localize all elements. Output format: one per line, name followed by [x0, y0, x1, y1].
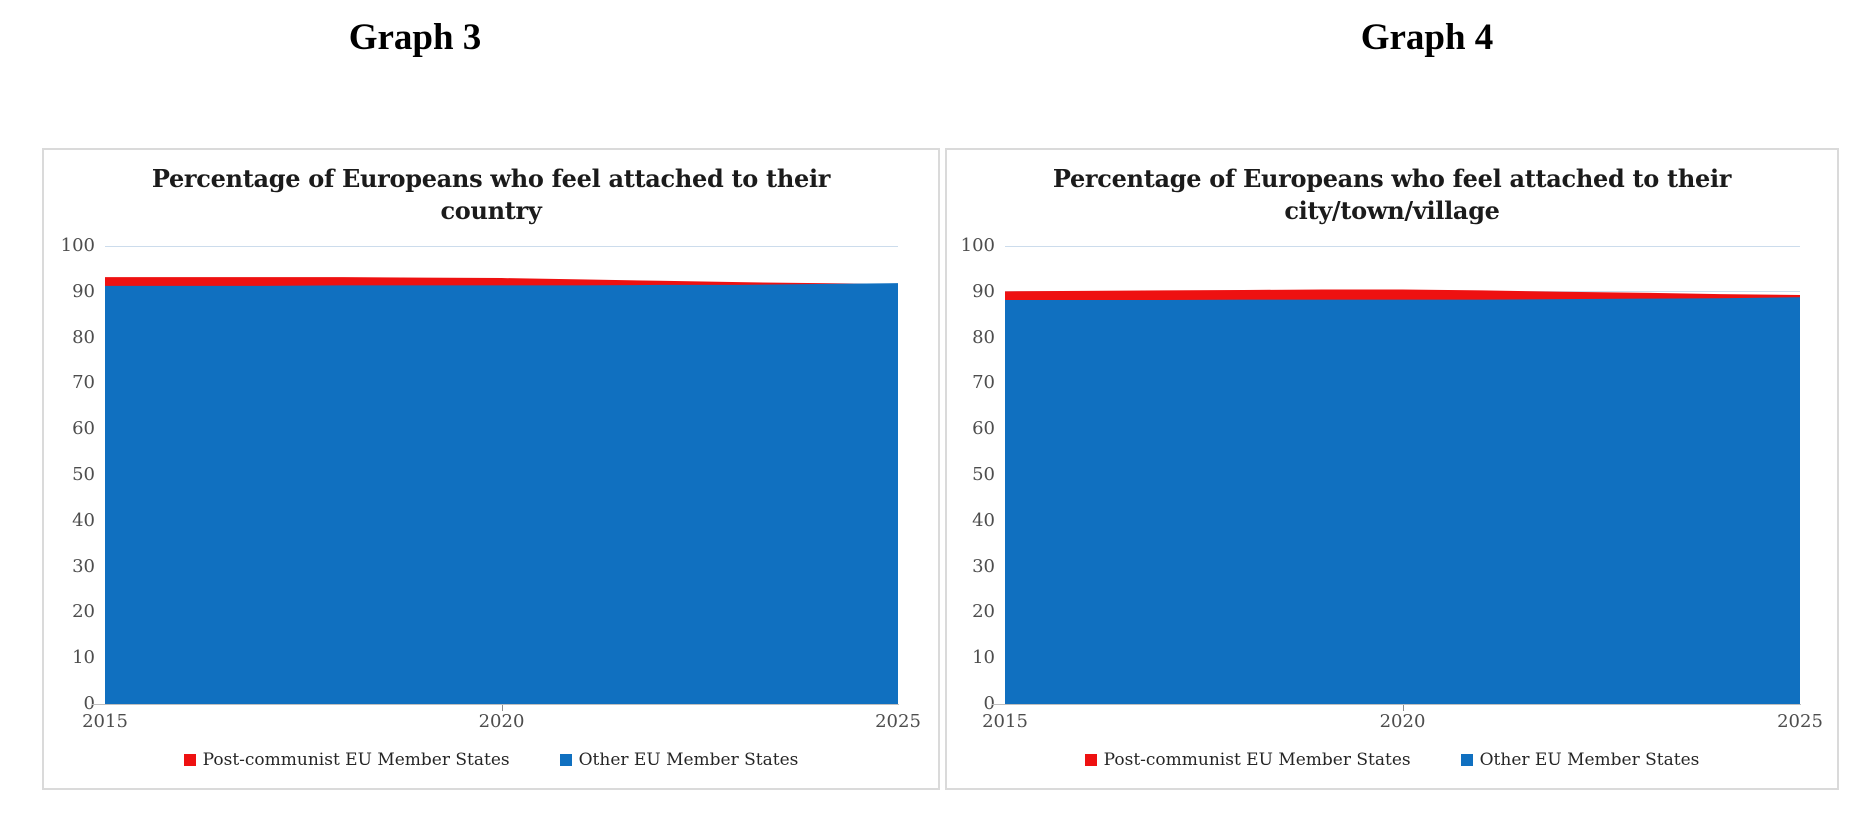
y-tick-label-0: 0	[83, 693, 95, 715]
legend-item-other: Other EU Member States	[559, 750, 799, 770]
x-axis-line	[92, 704, 899, 705]
legend-label: Post-communist EU Member States	[1103, 750, 1411, 770]
legend-swatch-blue-icon	[559, 754, 572, 766]
x-axis-labels: 2015 2020 2025	[982, 711, 1823, 735]
area-plot	[992, 245, 1801, 711]
chart-title-line-1: Percentage of Europeans who feel attache…	[151, 164, 831, 193]
y-tick-label-50: 50	[972, 464, 995, 486]
gridline-100	[1005, 245, 1800, 247]
y-tick-label-10: 10	[72, 647, 95, 669]
y-tick-label-0: 0	[983, 693, 995, 715]
gridline-100	[105, 245, 898, 247]
chart-title: Percentage of Europeans who feel attache…	[977, 163, 1807, 228]
x-tick-label-2020: 2020	[478, 711, 525, 732]
y-tick-label-90: 90	[972, 280, 995, 302]
graph-3-header: Graph 3	[348, 17, 482, 58]
x-axis-tick-2020	[1402, 705, 1404, 711]
x-tick-label-2025: 2025	[1777, 711, 1823, 732]
area-series-other	[105, 283, 898, 704]
y-tick-label-100: 100	[60, 235, 95, 257]
x-axis-tick-2020	[501, 705, 503, 711]
y-tick-label-30: 30	[72, 555, 95, 577]
y-tick-label-80: 80	[972, 326, 995, 348]
area-plot	[92, 245, 899, 711]
legend-item-other: Other EU Member States	[1460, 750, 1700, 770]
y-tick-label-30: 30	[972, 555, 995, 577]
y-tick-label-100: 100	[960, 235, 995, 257]
y-tick-label-80: 80	[72, 326, 95, 348]
y-tick-label-40: 40	[72, 509, 95, 531]
chart-card-country: Percentage of Europeans who feel attache…	[42, 148, 940, 790]
y-axis-labels: 100 90 80 70 60 50 40 30 20 10 0	[44, 235, 95, 714]
chart-legend: Post-communist EU Member States Other EU…	[947, 747, 1837, 773]
x-tick-label-2020: 2020	[1379, 711, 1426, 732]
x-axis-line	[992, 704, 1801, 705]
area-chart-svg	[105, 277, 898, 704]
legend-item-post-communist: Post-communist EU Member States	[183, 750, 510, 770]
y-tick-label-40: 40	[972, 509, 995, 531]
chart-card-city-town-village: Percentage of Europeans who feel attache…	[945, 148, 1839, 790]
legend-item-post-communist: Post-communist EU Member States	[1084, 750, 1411, 770]
y-tick-label-20: 20	[972, 601, 995, 623]
y-tick-label-90: 90	[72, 280, 95, 302]
area-series-other	[1005, 297, 1800, 704]
legend-swatch-red-icon	[1084, 754, 1097, 766]
legend-swatch-blue-icon	[1460, 754, 1473, 766]
area-chart-svg	[1005, 289, 1800, 704]
y-tick-label-70: 70	[972, 372, 995, 394]
y-tick-label-60: 60	[72, 418, 95, 440]
x-axis-labels: 2015 2020 2025	[82, 711, 921, 735]
legend-label: Post-communist EU Member States	[202, 750, 510, 770]
legend-label: Other EU Member States	[1479, 750, 1700, 770]
y-tick-label-70: 70	[72, 372, 95, 394]
y-tick-label-10: 10	[972, 647, 995, 669]
x-tick-label-2025: 2025	[875, 711, 921, 732]
chart-title: Percentage of Europeans who feel attache…	[74, 163, 908, 228]
legend-label: Other EU Member States	[578, 750, 799, 770]
chart-title-line-2: country	[440, 196, 542, 226]
y-axis-labels: 100 90 80 70 60 50 40 30 20 10 0	[947, 235, 995, 714]
chart-title-line-1: Percentage of Europeans who feel attache…	[1052, 164, 1732, 193]
legend-swatch-red-icon	[183, 754, 196, 766]
y-tick-label-60: 60	[972, 418, 995, 440]
graph-4-header: Graph 4	[1360, 17, 1494, 58]
chart-title-line-2: city/town/village	[1284, 196, 1500, 226]
x-tick-label-2015: 2015	[82, 711, 128, 732]
chart-legend: Post-communist EU Member States Other EU…	[44, 747, 938, 773]
y-tick-label-20: 20	[72, 601, 95, 623]
x-tick-label-2015: 2015	[982, 711, 1028, 732]
y-tick-label-50: 50	[72, 464, 95, 486]
